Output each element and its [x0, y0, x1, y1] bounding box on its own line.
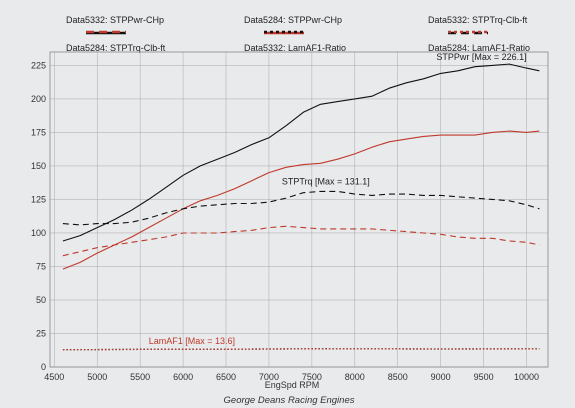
legend-label: Data5332: STPPwr-CHp: [66, 15, 164, 25]
series-line-1: [62, 63, 540, 242]
legend-label: Data5332: STPTrq-Clb-ft: [428, 15, 528, 25]
x-tick-label: 10000: [514, 372, 539, 382]
x-tick-label: 7500: [302, 372, 322, 382]
legend: Data5332: STPPwr-CHp Data5284: STPPwr-CHp…: [66, 15, 530, 53]
x-tick-label: 8500: [388, 372, 408, 382]
x-tick-label: 9500: [474, 372, 494, 382]
y-tick-label: 75: [36, 261, 46, 271]
series-line-4: [62, 225, 540, 257]
y-axis: 0 25 50 75 100 125 150 175 200 225: [31, 60, 46, 372]
y-tick-label: 150: [31, 161, 46, 171]
y-tick-label: 50: [36, 295, 46, 305]
annotation-label: STPTrq [Max = 131.1]: [282, 177, 370, 187]
annotation-label: STPPwr [Max = 226.1]: [436, 52, 526, 62]
credit-text: George Deans Racing Engines: [224, 395, 355, 406]
x-tick-label: 5500: [130, 372, 150, 382]
x-axis-label: EngSpd RPM: [265, 380, 320, 390]
y-tick-label: 175: [31, 127, 46, 137]
series-line-6: [62, 348, 540, 351]
y-tick-label: 100: [31, 228, 46, 238]
y-tick-label: 25: [36, 328, 46, 338]
legend-label: Data5284: STPPwr-CHp: [244, 15, 342, 25]
y-tick-label: 200: [31, 94, 46, 104]
x-axis: 4500 5000 5500 6000 6500 7000 7500 8000 8500 9000…: [44, 372, 539, 382]
x-tick-label: 9000: [431, 372, 451, 382]
y-tick-label: 0: [41, 362, 46, 372]
annotation-label: LamAF1 [Max = 13.6]: [149, 336, 235, 346]
x-tick-label: 4500: [44, 372, 64, 382]
plot-frame: [49, 51, 549, 368]
legend-label: Data5332: LamAF1-Ratio: [244, 43, 346, 53]
legend-label: Data5284: STPTrq-Clb-ft: [66, 43, 166, 53]
x-tick-label: 6000: [173, 372, 193, 382]
x-tick-label: 7000: [259, 372, 279, 382]
x-tick-label: 5000: [87, 372, 107, 382]
x-tick-label: 6500: [216, 372, 236, 382]
y-tick-label: 125: [31, 194, 46, 204]
x-tick-label: 8000: [345, 372, 365, 382]
legend-label: Data5284: LamAF1-Ratio: [428, 43, 530, 53]
series-layer: [62, 63, 540, 351]
annotations: STPPwr [Max = 226.1] STPTrq [Max = 131.1]…: [149, 52, 527, 346]
y-tick-label: 225: [31, 60, 46, 70]
series-line-3: [62, 190, 540, 226]
series-line-2: [62, 130, 540, 270]
